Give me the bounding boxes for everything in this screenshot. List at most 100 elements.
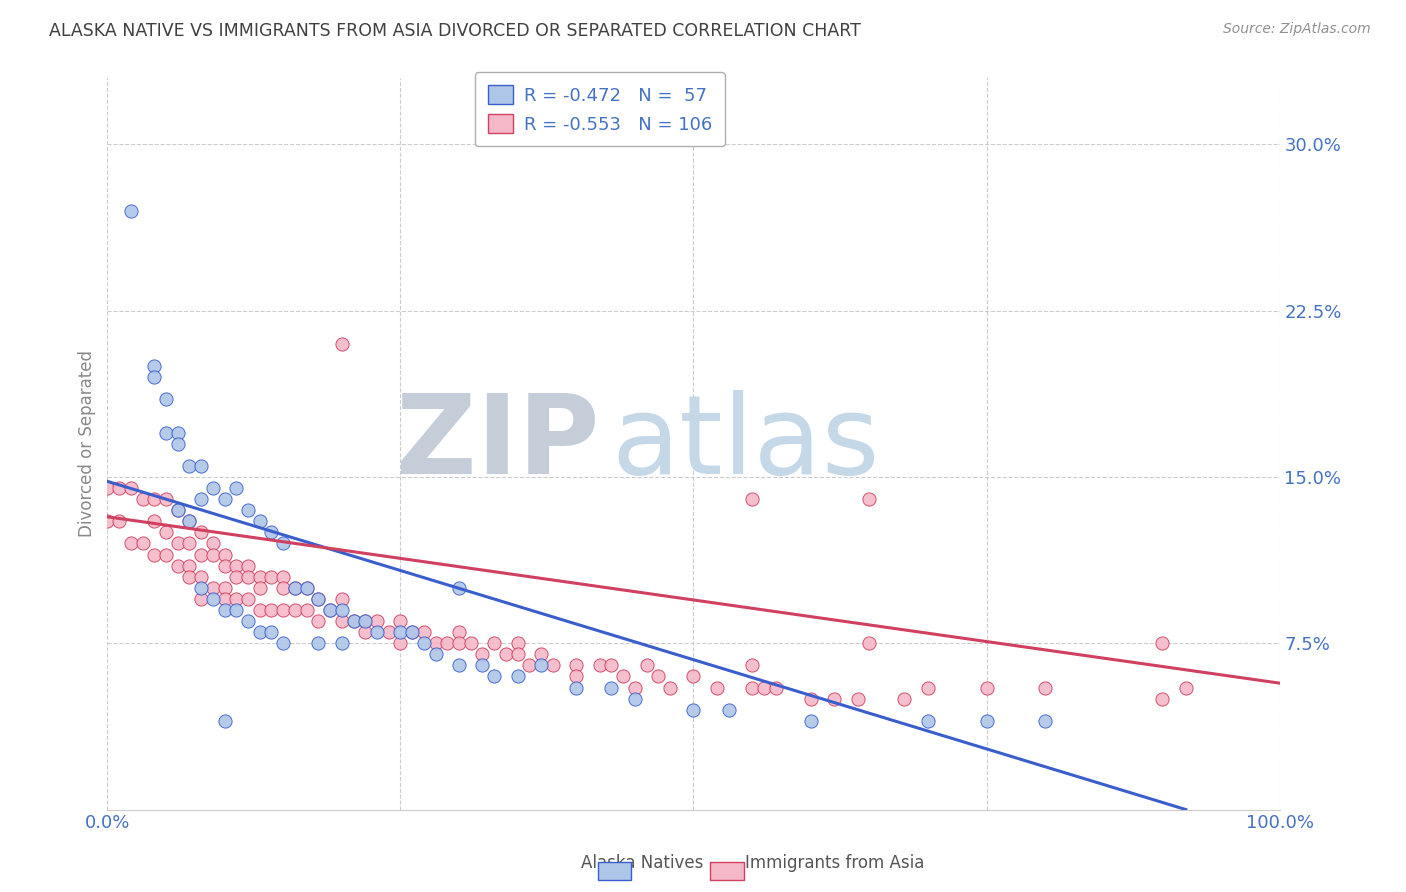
Point (295, 581, 318, 595)
Point (482, 669, 505, 683)
Text: ALASKA NATIVE VS IMMIGRANTS FROM ASIA DIVORCED OR SEPARATED CORRELATION CHART: ALASKA NATIVE VS IMMIGRANTS FROM ASIA DI… (49, 22, 860, 40)
Point (131, 491, 153, 506)
Point (260, 625, 283, 640)
Point (190, 525, 212, 540)
Point (155, 525, 177, 540)
Point (1033, 681, 1056, 695)
Point (471, 648, 494, 662)
Point (823, 691, 845, 706)
Point (249, 581, 271, 595)
Point (271, 603, 294, 617)
Point (412, 625, 434, 640)
Point (401, 625, 423, 640)
Point (330, 603, 353, 617)
Point (741, 681, 763, 695)
Point (190, 458, 212, 473)
Point (120, 203, 142, 218)
Point (260, 525, 283, 540)
Point (236, 503, 259, 517)
Point (179, 458, 201, 473)
Point (214, 591, 236, 606)
Point (179, 514, 201, 528)
Point (179, 558, 201, 573)
Point (589, 658, 612, 673)
Point (800, 691, 823, 706)
Point (225, 603, 247, 617)
Point (143, 370, 166, 384)
Point (190, 491, 212, 506)
Point (342, 614, 364, 628)
Point (143, 514, 166, 528)
Point (284, 581, 307, 595)
Point (800, 714, 823, 728)
Point (166, 503, 188, 517)
Point (190, 581, 212, 595)
Point (307, 591, 329, 606)
Point (284, 581, 307, 595)
Point (249, 625, 271, 640)
Point (225, 558, 247, 573)
Point (447, 581, 470, 595)
Point (214, 581, 236, 595)
Point (143, 548, 166, 562)
Point (179, 569, 201, 583)
Point (319, 603, 342, 617)
Point (447, 658, 470, 673)
Point (214, 491, 236, 506)
Point (354, 614, 377, 628)
Point (190, 591, 212, 606)
Point (377, 625, 399, 640)
Point (389, 625, 412, 640)
Point (917, 714, 939, 728)
Point (143, 491, 166, 506)
Point (482, 636, 505, 650)
Legend: R = -0.472   N =  57, R = -0.553   N = 106: R = -0.472 N = 57, R = -0.553 N = 106 (475, 72, 724, 146)
Point (166, 503, 188, 517)
Point (225, 481, 247, 495)
Point (495, 648, 517, 662)
Point (131, 536, 153, 550)
Point (190, 569, 212, 583)
Point (319, 603, 342, 617)
Point (624, 681, 647, 695)
Point (96, 514, 118, 528)
Point (214, 714, 236, 728)
Point (565, 658, 588, 673)
Point (214, 558, 236, 573)
Point (108, 481, 131, 495)
Point (236, 558, 259, 573)
Point (236, 569, 259, 583)
Point (682, 669, 704, 683)
Point (166, 436, 188, 450)
Point (447, 636, 470, 650)
Point (330, 591, 353, 606)
Point (600, 658, 623, 673)
Point (460, 636, 482, 650)
Point (166, 425, 188, 440)
Point (284, 603, 307, 617)
Point (412, 636, 434, 650)
Point (225, 569, 247, 583)
Point (201, 536, 224, 550)
Point (647, 669, 669, 683)
Point (179, 536, 201, 550)
Point (236, 614, 259, 628)
Point (166, 536, 188, 550)
Point (201, 548, 224, 562)
Point (893, 691, 915, 706)
Point (1152, 636, 1174, 650)
Point (260, 569, 283, 583)
Point (917, 681, 939, 695)
Point (506, 669, 529, 683)
Point (565, 669, 588, 683)
Point (846, 691, 869, 706)
Point (1033, 714, 1056, 728)
Text: atlas: atlas (612, 390, 880, 497)
Point (858, 491, 880, 506)
Point (354, 625, 377, 640)
Point (155, 491, 177, 506)
Point (1174, 681, 1197, 695)
Point (108, 514, 131, 528)
Point (976, 714, 998, 728)
Point (401, 625, 423, 640)
